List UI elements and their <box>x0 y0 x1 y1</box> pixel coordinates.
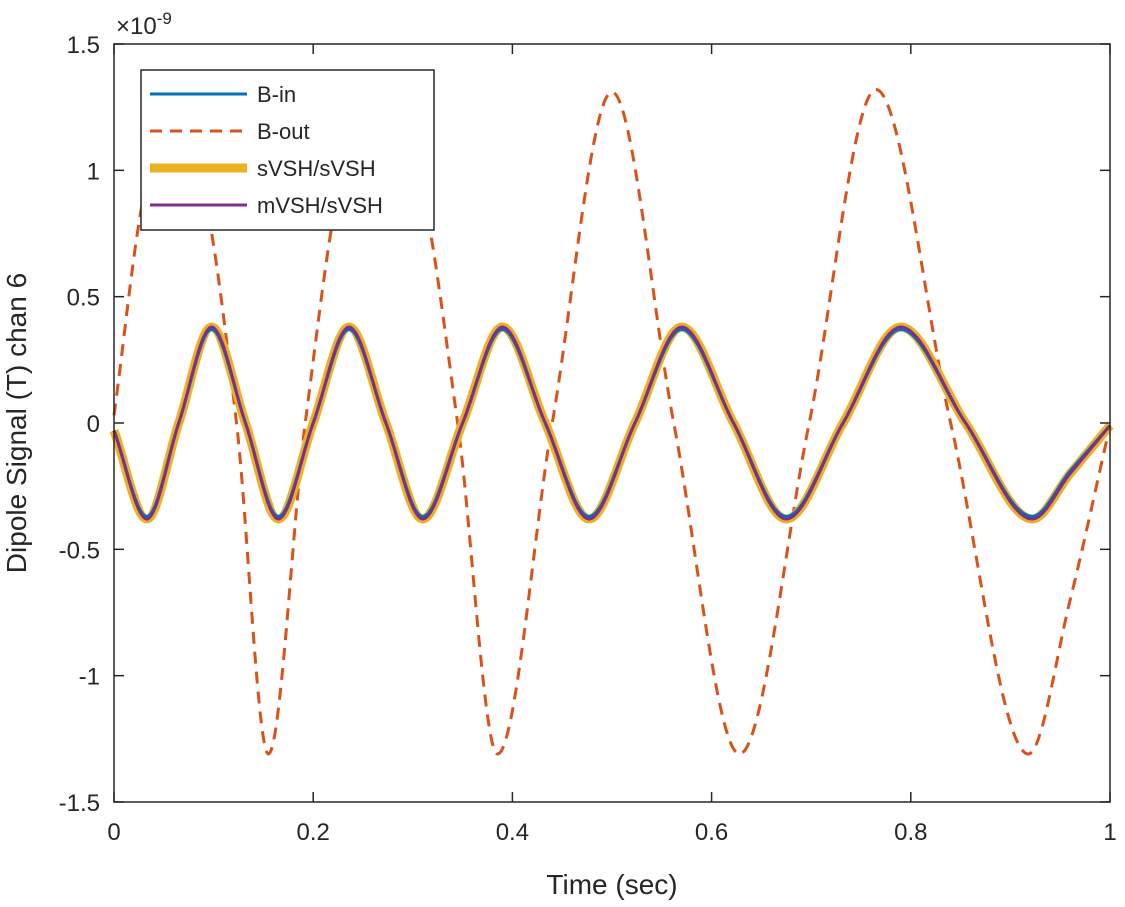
series-line-b-out <box>112 87 1112 756</box>
legend-box <box>140 69 435 231</box>
y-tick-label: 1.5 <box>67 32 100 59</box>
y-tick-label: 0.5 <box>67 285 100 312</box>
y-exponent-power: -9 <box>157 9 172 28</box>
y-tick-label: 0 <box>87 411 100 438</box>
legend-label: mVSH/sVSH <box>257 193 383 218</box>
x-tick-label: 0.2 <box>297 819 330 846</box>
ticks-layer: 0 0.2 0.4 0.6 0.8 1 -1.5 -1 -0.5 0 0.5 1 1.5 <box>59 32 1117 846</box>
legend-label: B-out <box>257 119 310 144</box>
y-axis-label: Dipole Signal (T) chan 6 <box>1 273 32 573</box>
x-tick-label: 1 <box>1103 819 1116 846</box>
x-tick-label: 0.8 <box>894 819 927 846</box>
y-tick-label: -1 <box>79 664 100 691</box>
series-layer <box>109 87 1114 756</box>
x-tick-label: 0.4 <box>496 819 529 846</box>
legend-items: B-in B-out sVSH/sVSH mVSH/sVSH <box>150 82 383 218</box>
y-exponent-label: ×10-9 <box>116 9 172 40</box>
legend-label: B-in <box>257 82 296 107</box>
y-tick-label: -1.5 <box>59 790 100 817</box>
y-tick-label: 1 <box>87 158 100 185</box>
x-tick-label: 0.6 <box>695 819 728 846</box>
legend: B-in B-out sVSH/sVSH mVSH/sVSH <box>140 69 435 231</box>
y-tick-label: -0.5 <box>59 537 100 564</box>
x-axis-label: Time (sec) <box>546 869 677 900</box>
x-tick-label: 0 <box>107 819 120 846</box>
legend-label: sVSH/sVSH <box>257 156 376 181</box>
series-line-mvsh-svsh <box>112 325 1112 521</box>
